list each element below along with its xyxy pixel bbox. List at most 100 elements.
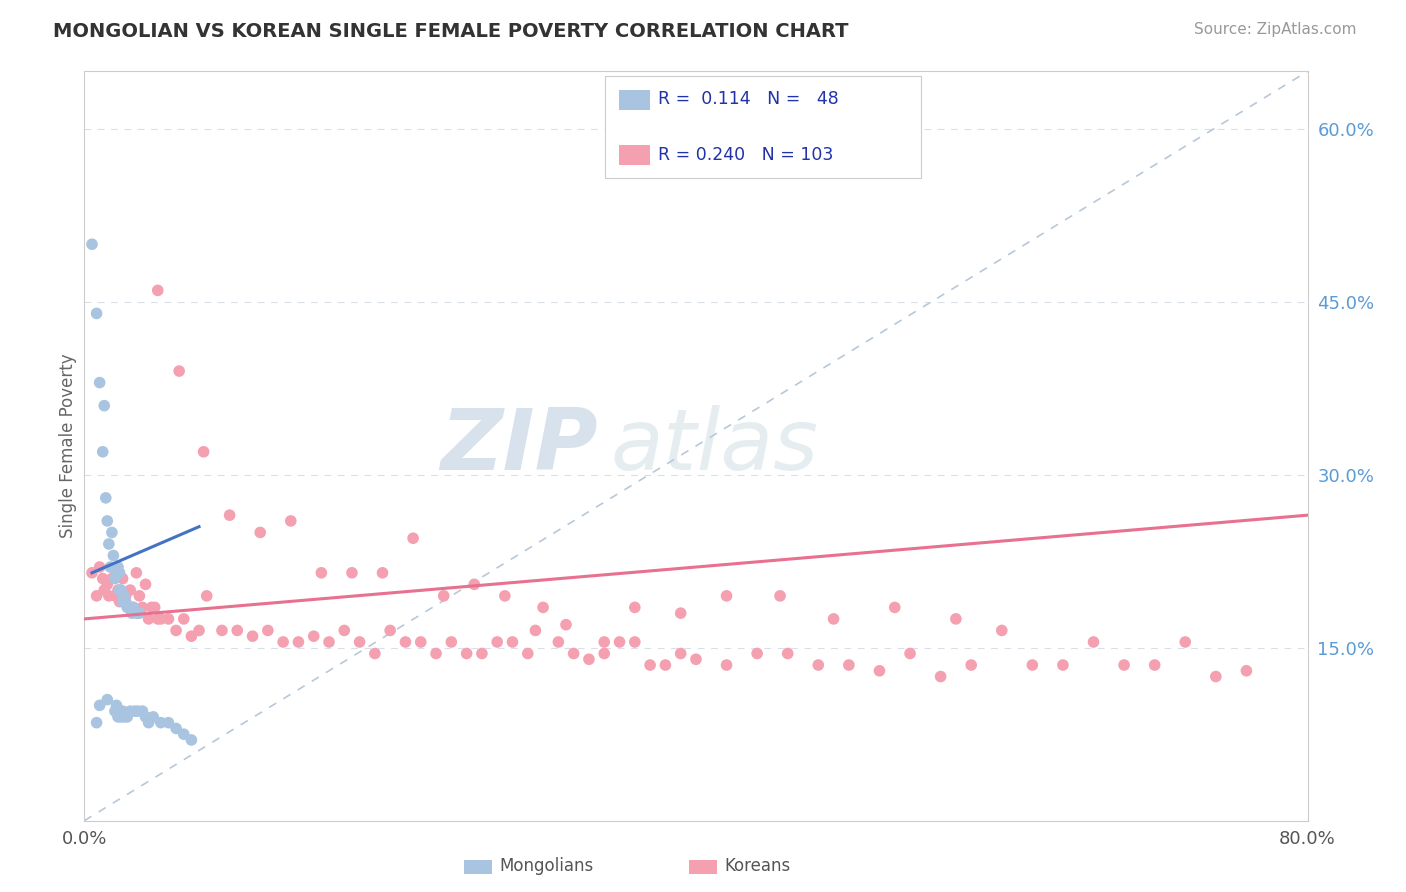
Point: [112, 710, 135, 724]
Text: Source: ZipAtlas.com: Source: ZipAtlas.com: [1194, 22, 1357, 37]
Point: [669, 647, 692, 661]
Text: R =  0.114   N =   48: R = 0.114 N = 48: [658, 90, 839, 108]
Point: [124, 704, 146, 718]
Point: [115, 600, 138, 615]
Point: [138, 612, 160, 626]
Point: [142, 710, 165, 724]
Point: [409, 635, 432, 649]
Point: [1114, 658, 1136, 673]
Point: [111, 594, 134, 608]
Point: [157, 715, 180, 730]
Point: [125, 606, 148, 620]
Point: [380, 624, 402, 638]
Point: [112, 589, 135, 603]
Point: [180, 629, 202, 643]
Point: [98, 560, 121, 574]
Point: [311, 566, 333, 580]
Point: [97, 537, 120, 551]
Point: [108, 566, 131, 580]
Point: [302, 629, 325, 643]
Text: Mongolians: Mongolians: [499, 857, 593, 875]
Point: [110, 583, 132, 598]
Point: [654, 658, 676, 673]
Point: [127, 704, 149, 718]
Point: [555, 617, 578, 632]
Point: [1236, 664, 1258, 678]
Point: [195, 589, 218, 603]
Point: [89, 376, 111, 390]
Point: [165, 624, 187, 638]
Point: [716, 589, 738, 603]
Point: [96, 577, 118, 591]
Point: [898, 647, 921, 661]
Point: [122, 600, 145, 615]
Point: [869, 664, 891, 678]
Point: [138, 715, 160, 730]
Point: [991, 624, 1014, 638]
Point: [114, 589, 136, 603]
Point: [747, 647, 769, 661]
Point: [823, 612, 845, 626]
Point: [105, 698, 128, 713]
Point: [226, 624, 249, 638]
Point: [108, 594, 131, 608]
Point: [94, 491, 117, 505]
Point: [104, 704, 127, 718]
Point: [120, 704, 142, 718]
Point: [1021, 658, 1043, 673]
Point: [769, 589, 792, 603]
Point: [609, 635, 631, 649]
Point: [776, 647, 799, 661]
Point: [349, 635, 371, 649]
Point: [1143, 658, 1166, 673]
Point: [364, 647, 387, 661]
Point: [120, 583, 142, 598]
Point: [218, 508, 240, 523]
Point: [531, 600, 554, 615]
Point: [1205, 669, 1227, 683]
Point: [638, 658, 661, 673]
Point: [101, 525, 124, 540]
Point: [157, 612, 180, 626]
Point: [96, 514, 118, 528]
Point: [108, 583, 131, 598]
Point: [128, 589, 150, 603]
Point: [146, 284, 169, 298]
Point: [135, 710, 157, 724]
Point: [471, 647, 494, 661]
Y-axis label: Single Female Poverty: Single Female Poverty: [59, 354, 77, 538]
Point: [93, 583, 115, 598]
Point: [122, 600, 145, 615]
Point: [463, 577, 485, 591]
Point: [593, 647, 616, 661]
Point: [96, 692, 118, 706]
Point: [883, 600, 905, 615]
Point: [115, 710, 138, 724]
Point: [211, 624, 233, 638]
Point: [578, 652, 600, 666]
Point: [271, 635, 294, 649]
Point: [945, 612, 967, 626]
Point: [287, 635, 309, 649]
Point: [86, 715, 108, 730]
Point: [107, 583, 129, 598]
Point: [86, 589, 108, 603]
Point: [1174, 635, 1197, 649]
Point: [173, 727, 195, 741]
Point: [425, 647, 447, 661]
Point: [173, 612, 195, 626]
Point: [103, 549, 125, 563]
Point: [111, 572, 134, 586]
Point: [86, 306, 108, 320]
Point: [89, 698, 111, 713]
Point: [104, 589, 127, 603]
Point: [167, 364, 190, 378]
Point: [107, 710, 129, 724]
Point: [257, 624, 280, 638]
Point: [1083, 635, 1105, 649]
Text: ZIP: ZIP: [440, 404, 598, 488]
Point: [402, 531, 425, 545]
Point: [149, 612, 172, 626]
Point: [562, 647, 585, 661]
Point: [960, 658, 983, 673]
